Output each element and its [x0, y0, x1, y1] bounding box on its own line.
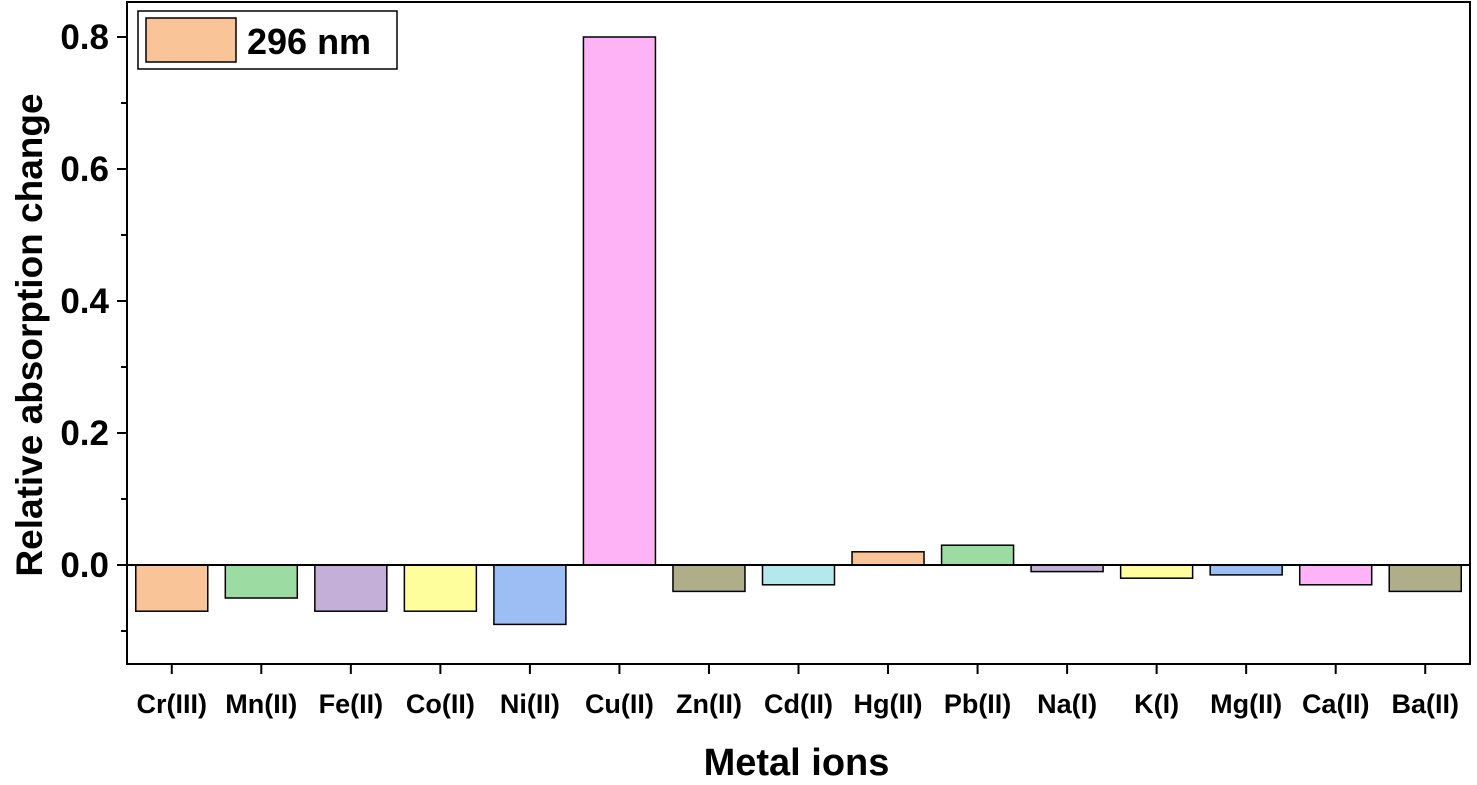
bar-znii: [672, 564, 746, 593]
y-tick-label: 0.2: [60, 414, 109, 453]
x-tick-label: Zn(II): [676, 689, 742, 719]
x-tick-label: Cu(II): [585, 689, 654, 719]
x-tick-label: Ca(II): [1302, 689, 1370, 719]
bar-niii: [493, 564, 567, 626]
x-tick-label: Fe(II): [319, 689, 384, 719]
x-tick-label: K(I): [1134, 689, 1179, 719]
x-tick-label: Cr(III): [137, 689, 208, 719]
y-axis: 0.0 0.2 0.4 0.6 0.8: [60, 18, 127, 632]
x-tick-label: Cd(II): [764, 689, 833, 719]
x-tick-label: Ba(II): [1391, 689, 1459, 719]
x-axis: Cr(III) Mn(II) Fe(II) Co(II) Ni(II) Cu(II) Zn(…: [137, 664, 1459, 719]
bar-mgii: [1209, 564, 1283, 576]
x-tick-label: Ni(II): [500, 689, 560, 719]
bar-cdii: [761, 564, 836, 586]
y-tick-label: 0.4: [60, 282, 109, 321]
x-tick-label: Na(I): [1037, 689, 1097, 719]
bar-caii: [1298, 564, 1373, 586]
x-tick-label: Co(II): [406, 689, 475, 719]
x-tick-label: Mg(II): [1210, 689, 1282, 719]
bar-criii: [135, 564, 209, 612]
x-tick-label: Mn(II): [225, 689, 297, 719]
bar-mnii: [224, 564, 299, 599]
x-axis-title: Metal ions: [704, 742, 890, 780]
x-tick-label: Pb(II): [944, 689, 1012, 719]
legend-swatch: [145, 17, 237, 63]
bar-baii: [1388, 564, 1462, 593]
bar-hgii: [851, 551, 925, 566]
bar-feii: [314, 564, 388, 612]
bars-layer: [135, 36, 1462, 626]
y-tick-label: 0.0: [60, 546, 109, 585]
x-tick-label: Hg(II): [854, 689, 923, 719]
bar-ki: [1119, 564, 1194, 579]
legend: 296 nm: [137, 10, 398, 70]
y-tick-label: 0.8: [60, 18, 109, 57]
bar-coii: [403, 564, 478, 612]
bar-cuii: [582, 36, 657, 566]
legend-label: 296 nm: [247, 21, 371, 62]
y-tick-label: 0.6: [60, 150, 109, 189]
bar-pbii: [940, 544, 1015, 566]
y-axis-title: Relative absorption change: [9, 93, 50, 576]
